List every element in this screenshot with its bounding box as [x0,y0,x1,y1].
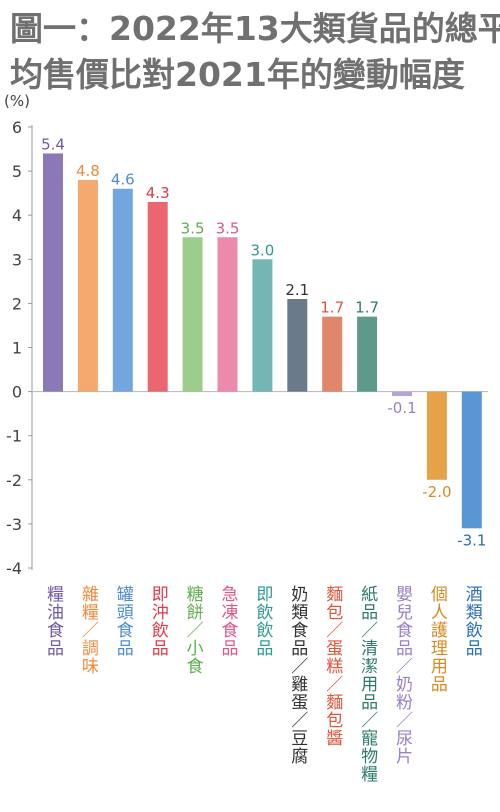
bar [112,188,133,392]
y-tick-label: 1 [12,339,22,358]
category-label: 個人護理用品 [427,585,448,693]
chart-title-line-2: 均售價比對2021年的變動幅度 [10,55,465,94]
bar [43,153,63,392]
value-label: 1.7 [320,299,344,317]
y-tick-label: 2 [12,294,22,313]
y-tick-label: 6 [12,118,22,137]
y-tick-label: 4 [12,206,22,225]
value-label: 5.4 [41,135,65,153]
y-tick-label: -2 [6,471,22,490]
category-label: 即飲飲品 [252,585,273,657]
value-label: -2.0 [422,483,451,501]
bar [287,298,308,392]
y-tick-label: -3 [6,515,22,534]
bar [322,316,343,392]
value-label: 4.6 [111,171,135,189]
value-label: 1.7 [355,299,379,317]
category-label: 罐頭食品 [113,585,134,657]
value-label: 3.0 [250,241,274,259]
category-label: 急凍食品 [218,585,239,657]
bar [461,391,482,529]
y-tick-label: -4 [6,559,22,578]
bar [252,259,273,392]
category-label: 糖餅／小食 [183,585,204,675]
bar [147,201,168,392]
category-label: 紙品／清潔用品／寵物糧 [357,585,378,783]
bar [77,179,98,392]
bar [357,316,378,392]
chart-title-line-1: 圖一：2022年13大類貨品的總平 [10,9,500,48]
y-tick-label: 3 [12,250,22,269]
value-label: 3.5 [216,219,240,237]
category-label: 雜糧／調味 [78,585,99,675]
chart-title: 圖一：2022年13大類貨品的總平 均售價比對2021年的變動幅度 [10,6,500,98]
bar [426,391,447,480]
category-label: 即沖飲品 [148,585,169,657]
bar [217,237,238,392]
value-label: -3.1 [457,531,486,549]
bar [182,237,203,392]
category-label: 糧油食品 [43,585,64,657]
y-axis-label: (%) [4,92,30,110]
value-label: 2.1 [285,281,309,299]
category-label: 嬰兒食品／奶粉／尿片 [392,585,413,765]
value-label: 4.8 [76,162,100,180]
value-label: 4.3 [146,184,170,202]
value-label: 3.5 [181,219,205,237]
y-tick-label: 5 [12,162,22,181]
category-label: 奶類食品／雞蛋／豆腐 [287,585,308,765]
bar [392,391,412,397]
category-label: 酒類飲品 [462,585,483,657]
y-tick-label: 0 [12,383,22,402]
category-label: 麵包／蛋糕／麵包醬 [322,585,343,747]
value-label: -0.1 [387,399,416,417]
y-tick-label: -1 [6,427,22,446]
